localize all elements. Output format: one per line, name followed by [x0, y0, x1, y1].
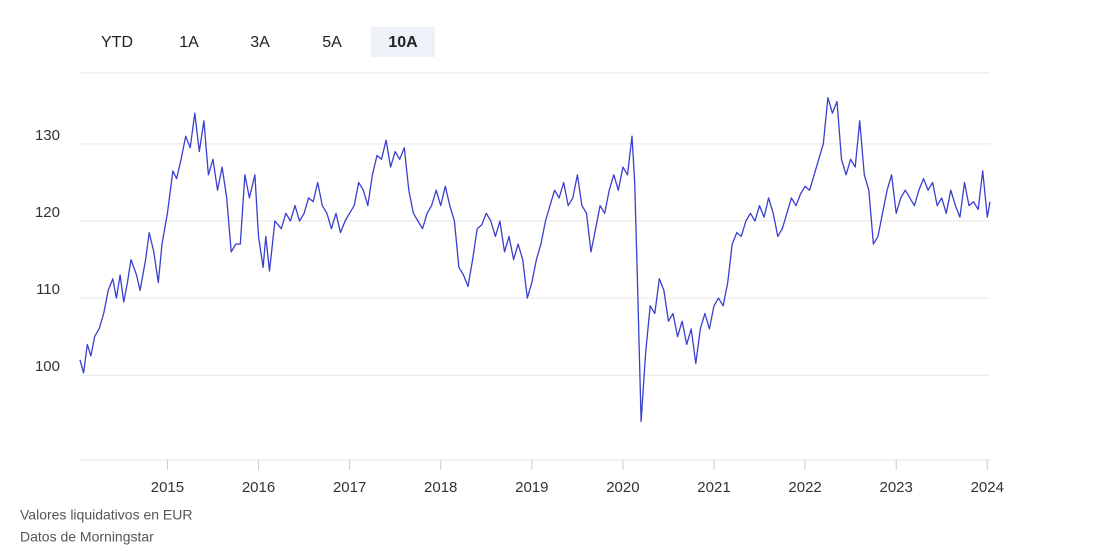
range-button[interactable]: 1A [179, 34, 199, 51]
x-tick-label: 2017 [333, 479, 366, 496]
range-button[interactable]: YTD [101, 34, 133, 51]
x-tick-label: 2015 [151, 479, 184, 496]
x-tick-label: 2018 [424, 479, 457, 496]
x-tick-label: 2016 [242, 479, 275, 496]
x-tick-label: 2024 [971, 479, 1004, 496]
note: Datos de Morningstar [20, 529, 154, 545]
price-line [79, 97, 991, 423]
y-tick-label: 120 [35, 204, 60, 221]
y-tick-label: 130 [35, 127, 60, 144]
x-tick-label: 2019 [515, 479, 548, 496]
y-tick-label: 110 [36, 281, 60, 298]
range-button[interactable]: 5A [322, 34, 342, 51]
y-tick-label: 100 [35, 358, 60, 375]
x-tick-label: 2020 [606, 479, 639, 496]
range-button[interactable]: 10A [388, 34, 418, 51]
note: Valores liquidativos en EUR [20, 507, 193, 523]
range-button[interactable]: 3A [250, 34, 270, 51]
x-tick-label: 2021 [697, 479, 730, 496]
x-tick-label: 2022 [788, 479, 821, 496]
range-buttons: YTD 1A 3A 5A 10A [101, 34, 418, 51]
x-tick-label: 2023 [879, 479, 912, 496]
active-button-bg [371, 27, 435, 57]
